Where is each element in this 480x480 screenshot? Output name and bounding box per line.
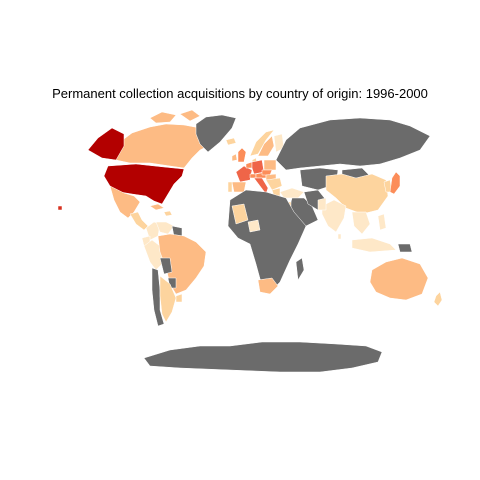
region-japan xyxy=(390,172,400,194)
region-hawaii xyxy=(58,206,62,210)
region-czech-republic xyxy=(262,170,272,175)
region-southeast-asia xyxy=(352,212,370,234)
region-australia xyxy=(370,258,428,300)
region-ireland xyxy=(232,154,237,161)
region-central-america xyxy=(130,212,148,230)
region-antarctica xyxy=(144,342,382,372)
region-spain xyxy=(232,182,246,192)
region-caribbean xyxy=(164,211,172,216)
region-madagascar xyxy=(296,258,304,280)
region-cuba xyxy=(150,204,164,210)
region-turkey xyxy=(280,188,304,198)
region-portugal xyxy=(228,182,232,192)
region-canada xyxy=(112,110,212,168)
region-united-kingdom xyxy=(238,148,246,162)
region-switzerland xyxy=(250,174,256,178)
region-poland xyxy=(264,160,276,170)
region-nigeria xyxy=(248,220,260,232)
region-pakistan xyxy=(318,198,326,210)
region-russia xyxy=(276,118,430,170)
region-benelux xyxy=(246,162,252,168)
region-alaska xyxy=(88,128,124,160)
region-new-zealand xyxy=(434,292,442,306)
region-indonesia xyxy=(352,238,396,252)
region-philippines xyxy=(378,214,386,230)
region-bolivia xyxy=(160,258,172,274)
region-papua-new-guinea xyxy=(398,244,412,252)
region-france xyxy=(236,166,252,182)
region-iceland xyxy=(226,138,236,145)
region-uruguay xyxy=(176,294,182,302)
region-sri-lanka xyxy=(338,234,341,239)
